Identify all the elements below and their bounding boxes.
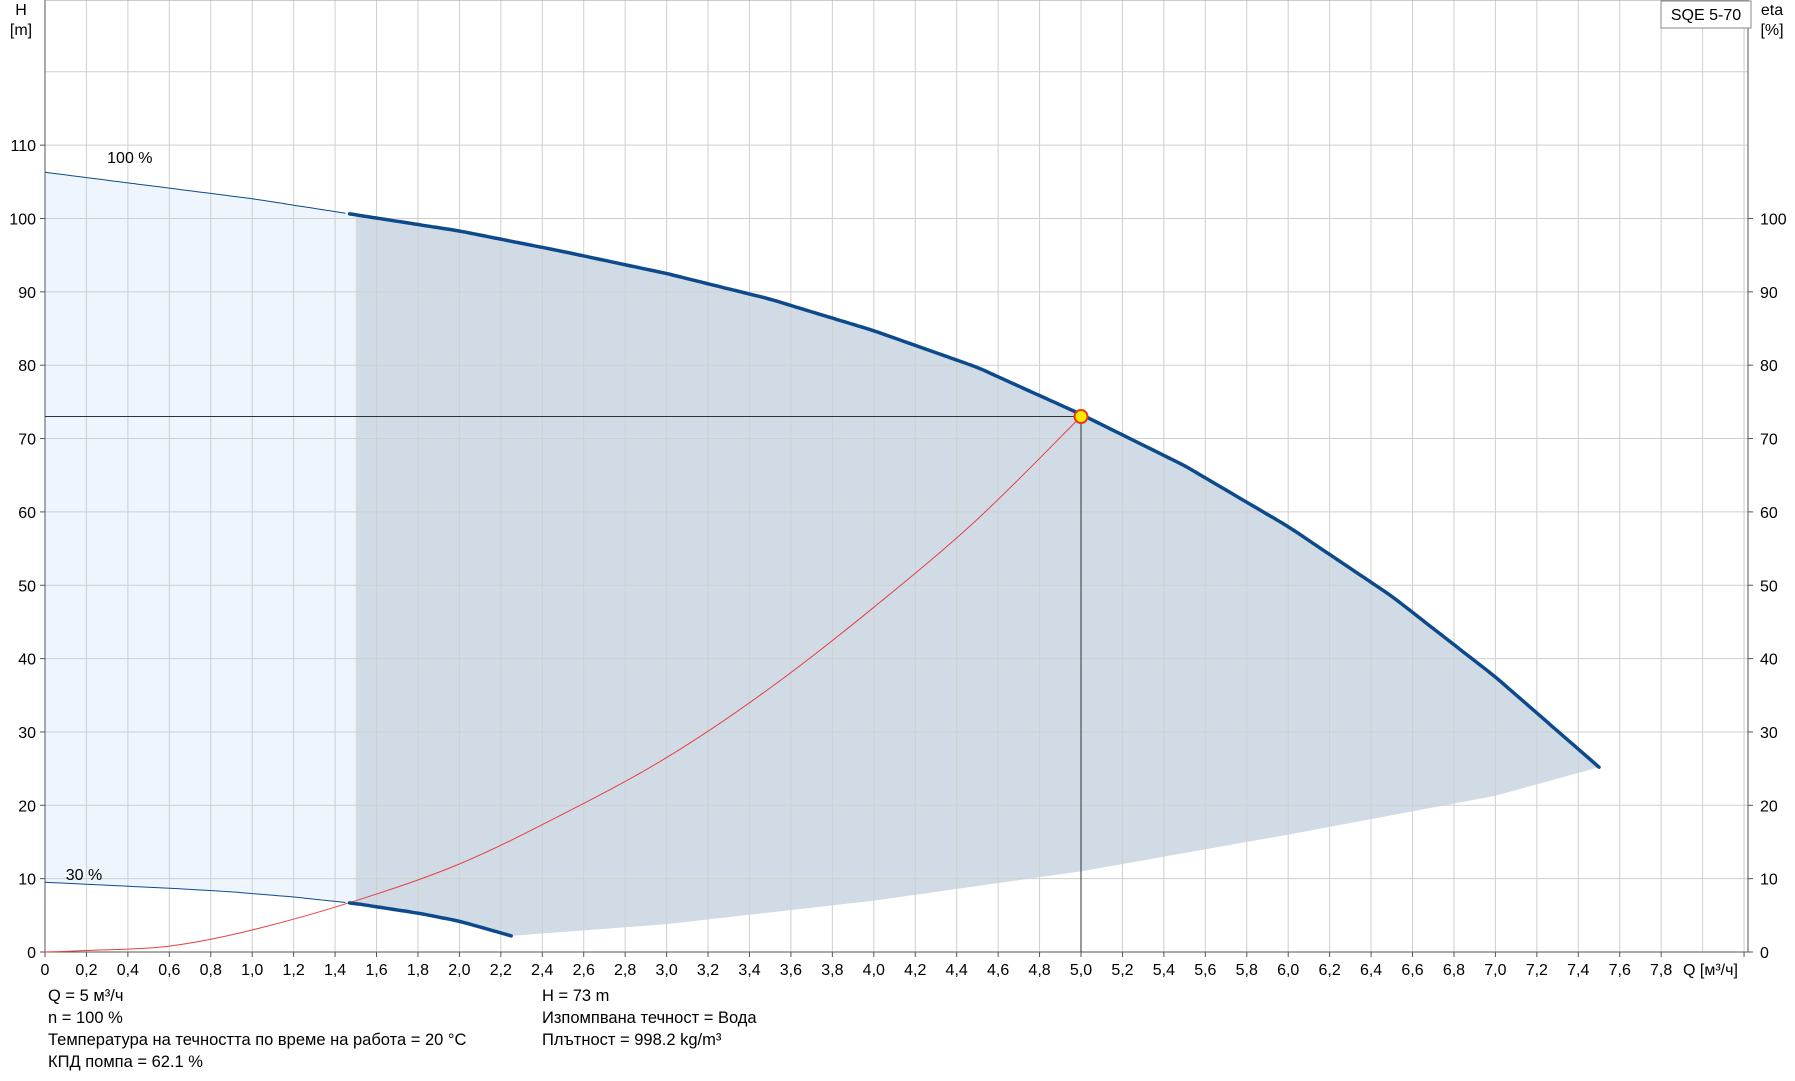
axes: [40, 0, 1753, 957]
series-100-percent-thin: [44, 171, 346, 214]
y-tick-label-left: 10: [18, 872, 36, 889]
x-tick-label: 7,2: [1526, 962, 1548, 979]
operating-area: [45, 172, 1599, 936]
y-tick-label-right: 30: [1760, 725, 1778, 742]
x-tick-label: 1,8: [407, 962, 429, 979]
min-flow-area: [45, 172, 356, 904]
x-tick-label: 0,6: [158, 962, 180, 979]
y-tick-label-left: 80: [18, 358, 36, 375]
series-30-percent-thin: [44, 881, 346, 903]
series-100-percent: [347, 212, 1601, 769]
duty-point: [1073, 409, 1089, 425]
y-tick-label-left: 40: [18, 652, 36, 669]
series-layer: [44, 171, 1601, 953]
x-tick-label: 6,6: [1401, 962, 1423, 979]
x-tick-label: 1,2: [283, 962, 305, 979]
y-tick-label-left: 70: [18, 432, 36, 449]
x-tick-label: 3,6: [780, 962, 802, 979]
duty-info-right: H = 73 m Изпомпвана течност = Вода Плътн…: [542, 985, 757, 1051]
y-tick-label-right: 20: [1760, 798, 1778, 815]
x-tick-label: 2,8: [614, 962, 636, 979]
series-label-100: 100 %: [107, 150, 152, 167]
x-axis-title: Q [м³/ч]: [1683, 962, 1738, 979]
y-tick-label-right: 100: [1760, 212, 1787, 229]
info-liquid: Изпомпвана течност = Вода: [542, 1009, 757, 1027]
y-tick-label-left: 50: [18, 578, 36, 595]
info-head: H = 73 m: [542, 987, 610, 1005]
x-tick-label: 2,4: [531, 962, 553, 979]
x-tick-label: 3,4: [738, 962, 760, 979]
x-tick-label: 2,0: [448, 962, 470, 979]
y-tick-label-right: 90: [1760, 285, 1778, 302]
x-tick-label: 5,6: [1194, 962, 1216, 979]
x-tick-label: 7,8: [1650, 962, 1672, 979]
y-tick-label-left: 0: [27, 945, 36, 962]
info-speed: n = 100 %: [48, 1009, 123, 1027]
x-tick-label: 4,4: [946, 962, 968, 979]
grid: [44, 0, 1748, 953]
model-label-box: [1660, 0, 1752, 29]
x-tick-label: 2,2: [490, 962, 512, 979]
chart-labels: 0 10 20 30 40 50 60 70 80 90 100 110 0 10 20 30 40 50 60 70…: [9, 0, 1787, 979]
series-30-percent: [347, 901, 513, 938]
y-tick-label-left: 90: [18, 285, 36, 302]
x-tick-label: 4,2: [904, 962, 926, 979]
x-tick-label: 3,2: [697, 962, 719, 979]
y-tick-label-right: 50: [1760, 578, 1778, 595]
y-axis-left-title: H: [15, 2, 27, 19]
y-axis-right-unit: [%]: [1760, 22, 1783, 39]
x-tick-label: 6,4: [1360, 962, 1382, 979]
y-tick-label-right: 10: [1760, 872, 1778, 889]
model-label: SQE 5-70: [1671, 7, 1741, 24]
x-tick-label: 2,6: [573, 962, 595, 979]
y-tick-label-right: 0: [1760, 945, 1769, 962]
info-density: Плътност = 998.2 kg/m³: [542, 1031, 722, 1049]
x-tick-label: 1,4: [324, 962, 346, 979]
x-tick-label: 5,4: [1153, 962, 1175, 979]
x-tick-label: 0,2: [75, 962, 97, 979]
x-tick-label: 6,2: [1319, 962, 1341, 979]
y-axis-right-title: eta: [1761, 2, 1783, 19]
series-eta: [44, 416, 1082, 953]
x-tick-label: 7,4: [1567, 962, 1589, 979]
x-tick-label: 0: [41, 962, 50, 979]
x-tick-label: 3,0: [655, 962, 677, 979]
x-tick-label: 0,8: [200, 962, 222, 979]
x-tick-label: 5,0: [1070, 962, 1092, 979]
info-efficiency: КПД помпа = 62.1 %: [48, 1053, 203, 1071]
y-tick-label-left: 60: [18, 505, 36, 522]
series-label-30: 30 %: [66, 867, 102, 884]
x-tick-label: 5,2: [1111, 962, 1133, 979]
y-tick-label-right: 60: [1760, 505, 1778, 522]
x-tick-label: 0,4: [117, 962, 139, 979]
y-tick-label-right: 80: [1760, 358, 1778, 375]
x-tick-label: 7,0: [1484, 962, 1506, 979]
x-tick-label: 1,6: [365, 962, 387, 979]
x-tick-label: 5,8: [1236, 962, 1258, 979]
info-temperature: Температура на течността по време на раб…: [48, 1031, 467, 1049]
y-tick-label-left: 20: [18, 798, 36, 815]
x-tick-label: 4,0: [863, 962, 885, 979]
y-tick-label-right: 40: [1760, 652, 1778, 669]
y-tick-label-left: 30: [18, 725, 36, 742]
x-tick-label: 6,8: [1443, 962, 1465, 979]
pump-curve-chart: 0 10 20 30 40 50 60 70 80 90 100 110 0 10 20 30 40 50 60 70…: [9, 0, 1787, 979]
x-tick-label: 4,8: [1028, 962, 1050, 979]
x-tick-label: 3,8: [821, 962, 843, 979]
y-tick-label-left: 110: [10, 138, 36, 155]
duty-info-left: Q = 5 м³/ч n = 100 % Температура на течн…: [48, 985, 466, 1073]
x-tick-label: 6,0: [1277, 962, 1299, 979]
y-tick-label-left: 100: [9, 212, 36, 229]
x-tick-label: 1,0: [241, 962, 263, 979]
y-axis-left-unit: [m]: [10, 22, 32, 39]
y-tick-label-right: 70: [1760, 432, 1778, 449]
x-tick-label: 7,6: [1609, 962, 1631, 979]
info-flow: Q = 5 м³/ч: [48, 987, 124, 1005]
x-tick-label: 4,6: [987, 962, 1009, 979]
